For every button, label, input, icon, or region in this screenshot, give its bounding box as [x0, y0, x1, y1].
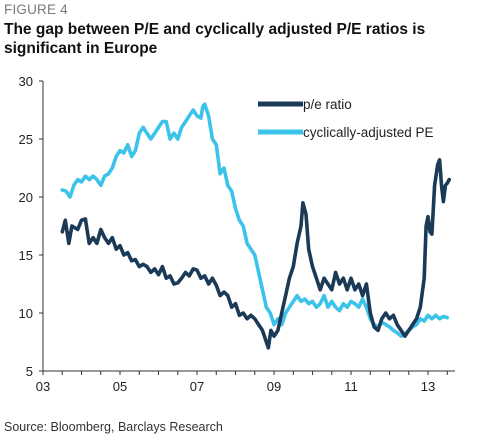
y-tick-label: 30: [19, 74, 33, 89]
x-tick-label: 05: [113, 379, 127, 394]
series-group: [60, 102, 451, 350]
x-tick-label: 09: [267, 379, 281, 394]
legend: p/e ratio cyclically-adjusted PE: [258, 97, 434, 140]
y-tick-label: 20: [19, 190, 33, 205]
x-tick-label: 03: [36, 379, 50, 394]
figure-label: FIGURE 4: [4, 2, 68, 17]
x-tick-label: 11: [344, 379, 358, 394]
legend-cape-label: cyclically-adjusted PE: [303, 125, 434, 140]
chart-title: The gap between P/E and cyclically adjus…: [4, 21, 426, 57]
legend-pe-label: p/e ratio: [303, 97, 352, 112]
series-line-cape: [60, 102, 450, 338]
y-tick-label: 5: [26, 364, 33, 379]
source-note: Source: Bloomberg, Barclays Research: [4, 420, 223, 434]
series-line-pe-ratio: [60, 158, 451, 350]
y-tick-label: 15: [19, 248, 33, 263]
x-tick-label: 13: [421, 379, 435, 394]
y-tick-label: 25: [19, 132, 33, 147]
x-tick-label: 07: [190, 379, 204, 394]
axes: 5 10 15 20 25 30 03 05 07 09 11 13: [19, 74, 455, 394]
y-tick-label: 10: [19, 306, 33, 321]
